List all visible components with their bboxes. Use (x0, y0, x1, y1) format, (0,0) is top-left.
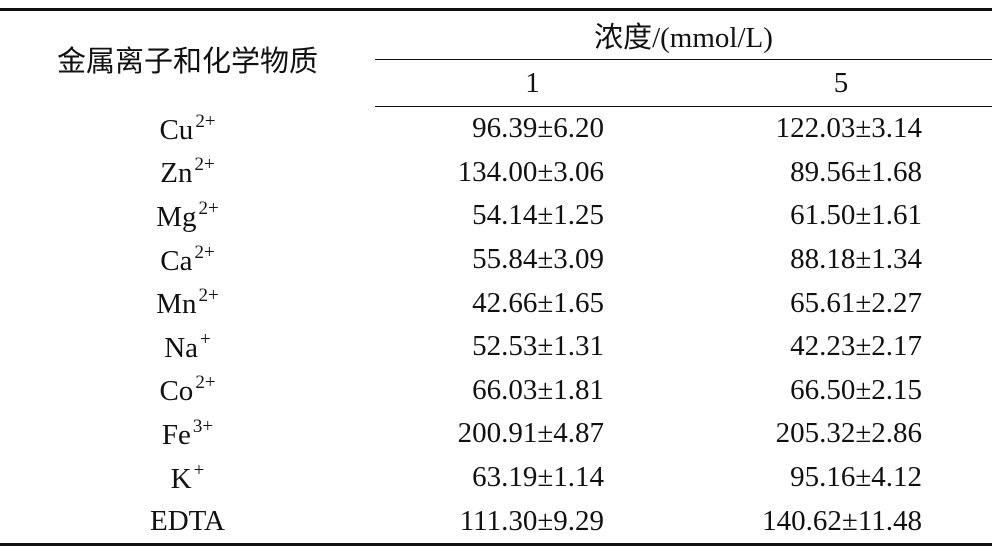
ion-cell: K + (0, 456, 375, 500)
ion-charge: 3+ (192, 415, 214, 437)
value-cell: 66.03±1.81 (472, 373, 604, 406)
ion-name: Co (159, 375, 194, 408)
value-cell: 134.00±3.06 (457, 155, 604, 188)
ion-name: Fe (161, 418, 191, 451)
table-body: Cu 2+ 96.39±6.20 122.03±3.14 Zn 2+ 134.00±3.06… (0, 107, 992, 546)
ion-charge: 2+ (194, 154, 215, 176)
table-row: Cu 2+ 96.39±6.20 122.03±3.14 (0, 107, 992, 151)
value-cell: 140.62±11.48 (690, 499, 992, 546)
ion-charge: + (193, 459, 205, 481)
ion-cell: Zn 2+ (0, 151, 375, 195)
header-column: 1 (375, 59, 690, 107)
ion-name: K (170, 462, 192, 495)
ion-name: Zn (160, 157, 193, 190)
ion-charge: 2+ (195, 372, 216, 394)
ion-cell: Cu 2+ (0, 107, 375, 151)
table-row: Mn 2+ 42.66±1.65 65.61±2.27 (0, 281, 992, 325)
value-cell: 42.66±1.65 (472, 286, 604, 319)
table-row: Mg 2+ 54.14±1.25 61.50±1.61 (0, 194, 992, 238)
table-row: K +63.19±1.14 95.16±4.12 (0, 456, 992, 500)
ion-cell: Co 2+ (0, 369, 375, 413)
value-cell: 42.23±2.17 (790, 330, 922, 363)
ion-cell: Fe 3+ (0, 412, 375, 456)
ion-cell: Na + (0, 325, 375, 369)
value-cell: 200.91±4.87 (457, 417, 604, 450)
data-table: 金属离子和化学物质 浓度/(mmol/L) 1 5 Cu 2+ 96.39±6.20… (0, 8, 992, 546)
ion-cell: Ca 2+ (0, 238, 375, 282)
table-row: Na +52.53±1.31 42.23±2.17 (0, 325, 992, 369)
ion-name: Cu (159, 113, 194, 146)
ion-name: Ca (160, 244, 193, 277)
ion-name: Mg (156, 200, 197, 233)
table-row: Co 2+ 66.03±1.81 66.50±2.15 (0, 369, 992, 413)
value-cell: 96.39±6.20 (472, 112, 604, 145)
table-row: EDTA 111.30±9.29 140.62±11.48 (0, 499, 992, 546)
value-cell: 205.32±2.86 (775, 417, 922, 450)
header-concentration: 浓度/(mmol/L) (594, 22, 773, 54)
value-cell: 63.19±1.14 (472, 461, 604, 494)
value-cell: 55.84±3.09 (472, 243, 604, 276)
value-cell: 54.14±1.25 (472, 199, 604, 232)
ion-charge: 2+ (195, 110, 216, 132)
ion-cell: EDTA (0, 499, 375, 546)
ion-charge: + (200, 328, 211, 350)
value-cell: 66.50±2.15 (790, 373, 922, 406)
value-cell: 122.03±3.14 (775, 112, 922, 145)
table-row: Ca 2+ 55.84±3.09 88.18±1.34 (0, 238, 992, 282)
ion-charge: 2+ (198, 285, 219, 307)
value-cell: 65.61±2.27 (790, 286, 922, 319)
value-cell: 95.16±4.12 (790, 461, 922, 494)
table-row: Fe 3+ 200.91±4.87 205.32±2.86 (0, 412, 992, 456)
value-cell: 61.50±1.61 (790, 199, 922, 232)
ion-name: EDTA (150, 504, 225, 537)
header-column: 5 (690, 59, 992, 107)
ion-charge: 2+ (194, 241, 215, 263)
value-cell: 88.18±1.34 (790, 243, 922, 276)
ion-charge: 2+ (198, 197, 219, 219)
value-cell: 52.53±1.31 (472, 330, 604, 363)
ion-cell: Mg 2+ (0, 194, 375, 238)
ion-name: Na (164, 331, 199, 364)
value-cell: 89.56±1.68 (790, 155, 922, 188)
ion-cell: Mn 2+ (0, 281, 375, 325)
value-cell: 111.30±9.29 (375, 499, 690, 546)
ion-name: Mn (156, 288, 197, 321)
header-substance: 金属离子和化学物质 (56, 45, 318, 78)
table-row: Zn 2+ 134.00±3.06 89.56±1.68 (0, 151, 992, 195)
